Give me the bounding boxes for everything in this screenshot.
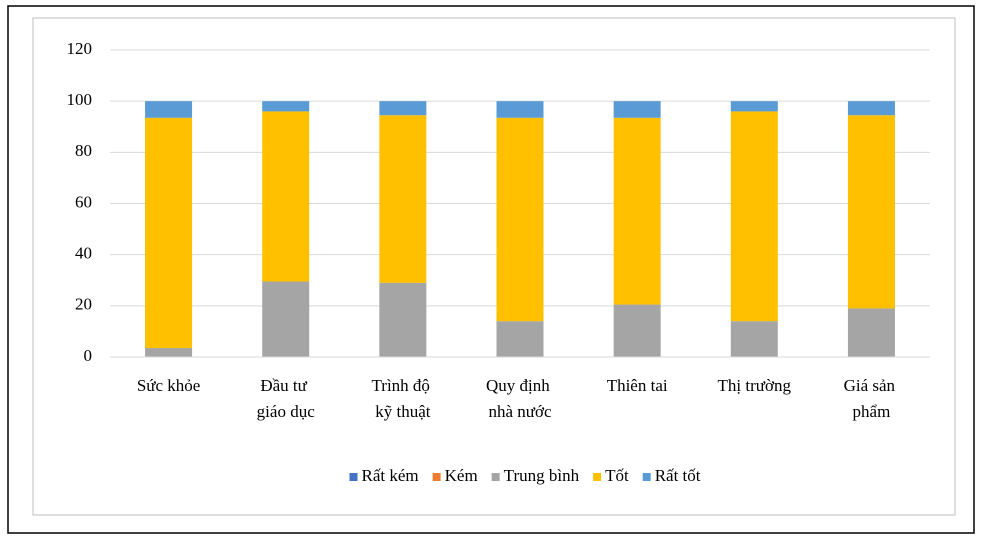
- legend: Rất kém Kém Trung bình Tốt Rất tốt: [349, 466, 701, 485]
- label-line: Trình độ: [372, 376, 435, 395]
- bar-segment: [613, 304, 661, 357]
- legend-label: Kém: [445, 466, 478, 485]
- x-tick-label: Thiên tai: [607, 376, 668, 395]
- y-tick-label: 20: [75, 295, 92, 314]
- x-tick-label: Đầu tư giáo dục: [257, 376, 316, 421]
- label-line: Giá sản: [844, 376, 900, 395]
- y-tick-label: 60: [75, 192, 92, 211]
- label-line: kỹ thuật: [375, 402, 431, 421]
- bar-segment: [496, 321, 544, 357]
- legend-swatch: [593, 473, 602, 481]
- bar-segment: [730, 321, 778, 357]
- bar-segment: [379, 101, 427, 116]
- y-tick-label: 40: [75, 244, 92, 263]
- bar-segment: [847, 308, 895, 357]
- bar-segment: [730, 101, 778, 112]
- y-tick-label: 120: [67, 39, 93, 58]
- x-tick-label: Thị trường: [718, 376, 792, 395]
- bar-segment: [262, 101, 310, 112]
- legend-item: Trung bình: [491, 466, 580, 485]
- label-line: nhà nước: [488, 402, 551, 421]
- legend-item: Tốt: [593, 466, 629, 485]
- outer-frame: [7, 5, 975, 534]
- x-tick-label: Giá sản phẩm: [844, 376, 900, 421]
- label-line: Thị trường: [718, 376, 792, 395]
- legend-label: Rất kém: [361, 466, 418, 485]
- x-tick-label: Sức khỏe: [137, 376, 201, 395]
- label-line: giáo dục: [257, 402, 316, 421]
- bar-segment: [613, 117, 661, 305]
- chart-border: [32, 17, 956, 516]
- label-line: Thiên tai: [607, 376, 668, 395]
- legend-label: Rất tốt: [655, 466, 701, 485]
- legend-item: Rất kém: [349, 466, 419, 485]
- legend-swatch: [642, 473, 651, 481]
- x-tick-label: Trình độ kỹ thuật: [372, 376, 435, 421]
- legend-label: Tốt: [605, 466, 629, 485]
- bar-segment: [262, 281, 310, 357]
- label-line: Quy định: [486, 376, 554, 395]
- bar-segment: [145, 101, 193, 118]
- x-tick-label: Quy định nhà nước: [486, 376, 554, 421]
- bar-segment: [145, 117, 193, 349]
- bar-segment: [262, 111, 310, 282]
- bar-segment: [379, 282, 427, 357]
- bar-segment: [145, 348, 193, 357]
- label-line: phẩm: [853, 402, 891, 421]
- y-tick-label: 0: [84, 346, 93, 365]
- bar-segment: [730, 111, 778, 322]
- y-tick-label: 80: [75, 141, 92, 160]
- legend-swatch: [491, 473, 500, 481]
- label-line: Đầu tư: [260, 376, 311, 395]
- bar-segment: [847, 101, 895, 116]
- legend-item: Kém: [432, 466, 478, 485]
- label-line: Sức khỏe: [137, 376, 201, 395]
- legend-label: Trung bình: [504, 466, 580, 485]
- bar-segment: [379, 115, 427, 283]
- bar-segment: [496, 101, 544, 118]
- bar-segment: [613, 101, 661, 118]
- legend-item: Rất tốt: [642, 466, 701, 485]
- bar-segment: [847, 115, 895, 309]
- y-tick-label: 100: [67, 90, 93, 109]
- legend-swatch: [349, 473, 358, 481]
- bar-segment: [496, 117, 544, 322]
- legend-swatch: [432, 473, 441, 481]
